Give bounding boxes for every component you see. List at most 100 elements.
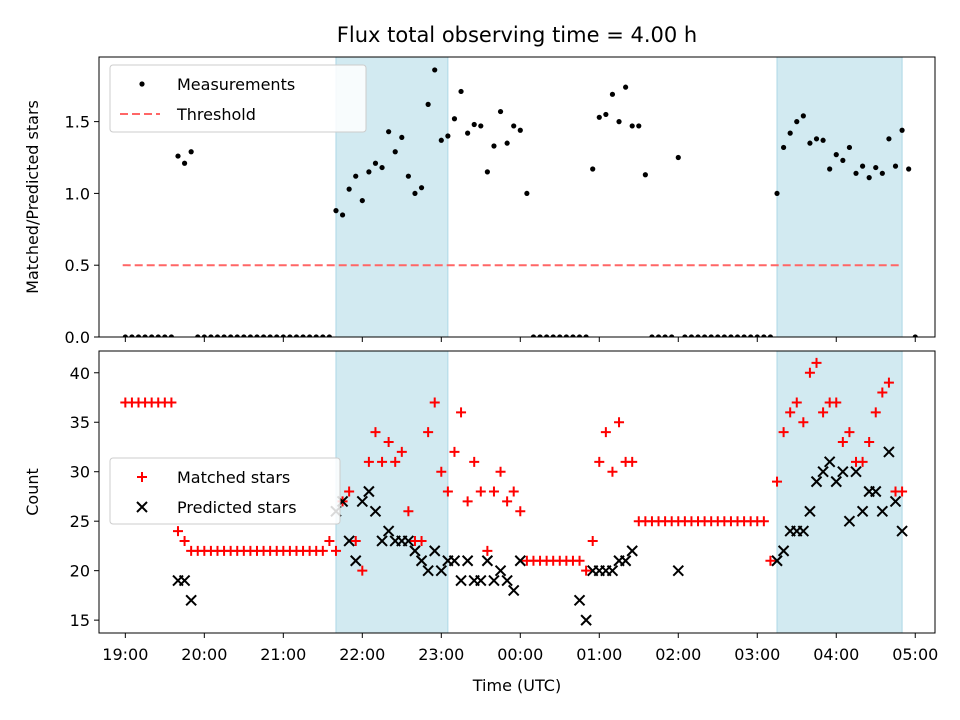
- predicted-star-point: [488, 574, 500, 587]
- data-point: [221, 334, 227, 337]
- data-point: [695, 334, 701, 337]
- predicted-star-point: [481, 555, 494, 567]
- predicted-star-point: [402, 535, 415, 547]
- data-point: [471, 121, 477, 128]
- data-point: [603, 111, 609, 118]
- data-point: [168, 334, 175, 337]
- matched-star-point: [370, 427, 381, 438]
- data-point: [142, 334, 148, 337]
- data-point: [445, 133, 451, 139]
- matched-star-point: [377, 456, 388, 467]
- data-point: [188, 149, 194, 155]
- matched-star-point: [877, 387, 888, 398]
- predicted-star-point: [356, 495, 369, 508]
- legend-label: Predicted stars: [177, 498, 297, 517]
- x-axis-label: Time (UTC): [472, 676, 561, 695]
- data-point: [662, 334, 668, 337]
- data-point: [353, 173, 359, 179]
- data-point: [451, 116, 458, 122]
- x-tick-label: 02:00: [655, 645, 701, 664]
- data-point: [616, 119, 622, 125]
- matched-star-point: [811, 357, 822, 368]
- x-tick-label: 05:00: [892, 645, 938, 664]
- data-point: [649, 334, 655, 337]
- predicted-star-point: [508, 584, 520, 597]
- predicted-star-point: [369, 505, 382, 518]
- matched-star-point: [179, 535, 190, 546]
- data-point: [326, 334, 332, 337]
- data-point: [866, 175, 872, 181]
- data-point: [320, 334, 326, 337]
- data-point: [175, 153, 181, 159]
- data-point: [484, 169, 490, 175]
- shaded-interval: [776, 351, 903, 633]
- matched-star-point: [831, 397, 842, 408]
- x-tick-label: 04:00: [813, 645, 859, 664]
- data-point: [761, 334, 767, 337]
- data-point: [879, 170, 885, 176]
- legend: Measurements Threshold: [109, 64, 367, 133]
- data-point: [241, 334, 247, 337]
- data-point: [497, 108, 504, 115]
- data-point: [853, 170, 859, 176]
- predicted-star-point: [350, 555, 362, 567]
- data-point: [254, 334, 260, 337]
- predicted-star-point: [823, 456, 836, 468]
- matched-star-point: [383, 437, 394, 448]
- predicted-star-point: [896, 525, 908, 537]
- predicted-star-point: [382, 525, 395, 537]
- data-point: [208, 334, 214, 337]
- x-tick-label: 20:00: [181, 645, 227, 664]
- matched-star-point: [482, 545, 493, 556]
- data-point: [794, 119, 800, 125]
- data-point: [129, 334, 135, 337]
- matched-star-point: [456, 407, 467, 418]
- predicted-star-point: [876, 505, 889, 518]
- matched-star-point: [344, 486, 355, 497]
- data-point: [359, 197, 365, 204]
- data-point: [339, 212, 346, 218]
- matched-star-point: [172, 526, 183, 537]
- y-tick-label: 25: [70, 512, 90, 531]
- data-point: [149, 334, 155, 337]
- data-point: [425, 101, 431, 107]
- matched-star-point: [627, 456, 638, 467]
- y-tick-label: 20: [70, 562, 90, 581]
- matched-star-point: [574, 555, 585, 566]
- data-point: [807, 140, 813, 146]
- data-point: [642, 172, 648, 178]
- matched-star-point: [818, 407, 829, 418]
- matched-star-point: [508, 486, 519, 497]
- data-point: [544, 334, 550, 337]
- data-point: [372, 160, 379, 166]
- data-point: [504, 140, 510, 146]
- y-tick-label: 40: [70, 364, 90, 383]
- data-point: [688, 334, 695, 337]
- predicted-star-point: [415, 555, 428, 567]
- matched-star-point: [864, 437, 875, 448]
- predicted-star-point: [448, 555, 461, 567]
- data-point: [234, 334, 240, 337]
- matched-star-point: [363, 456, 374, 467]
- data-point: [181, 160, 188, 166]
- data-point: [530, 334, 537, 337]
- predicted-star-point: [376, 535, 388, 547]
- data-point: [274, 334, 280, 337]
- data-point: [550, 334, 556, 337]
- matched-star-point: [357, 565, 368, 576]
- data-point: [734, 334, 741, 337]
- data-point: [708, 334, 714, 337]
- predicted-star-point: [494, 564, 507, 577]
- data-point: [787, 130, 793, 136]
- predicted-star-point: [830, 475, 842, 488]
- y-tick-label: 15: [70, 611, 90, 630]
- data-point: [300, 334, 306, 337]
- matched-star-point: [429, 397, 440, 408]
- matched-star-point: [317, 545, 328, 556]
- matched-star-point: [416, 535, 427, 546]
- data-point: [563, 334, 569, 337]
- predicted-star-point: [429, 545, 441, 557]
- data-point: [906, 166, 912, 172]
- matched-star-point: [488, 486, 499, 497]
- data-point: [669, 334, 675, 337]
